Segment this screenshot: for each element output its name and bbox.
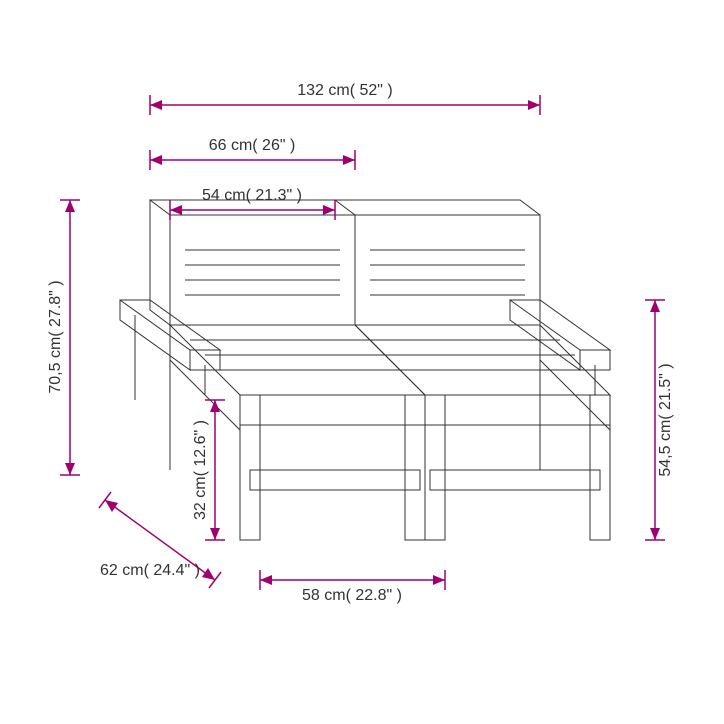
dim-total-width-label: 132 cm( 52" )	[297, 82, 393, 99]
dim-half-width-label: 66 cm( 26" )	[209, 137, 296, 154]
dim-depth-label: 62 cm( 24.4" )	[100, 562, 200, 579]
dim-seat-inner-width-label: 54 cm( 21.3" )	[202, 187, 302, 204]
dim-module-width-label: 58 cm( 22.8" )	[302, 587, 402, 604]
dim-module-width: 58 cm( 22.8" )	[260, 570, 445, 604]
technical-drawing: 132 cm( 52" ) 66 cm( 26" ) 54 cm( 21.3" …	[0, 0, 724, 724]
dim-arm-height-label: 54,5 cm( 21.5" )	[657, 363, 674, 476]
dim-arm-height: 54,5 cm( 21.5" )	[645, 300, 674, 540]
dim-total-height-label: 70,5 cm( 27.8" )	[47, 280, 64, 393]
dim-seat-height: 32 cm( 12.6" )	[192, 400, 225, 540]
dim-total-height: 70,5 cm( 27.8" )	[47, 200, 80, 475]
dim-half-width: 66 cm( 26" )	[150, 137, 355, 170]
dim-total-width: 132 cm( 52" )	[150, 82, 540, 115]
dim-seat-height-label: 32 cm( 12.6" )	[192, 420, 209, 520]
